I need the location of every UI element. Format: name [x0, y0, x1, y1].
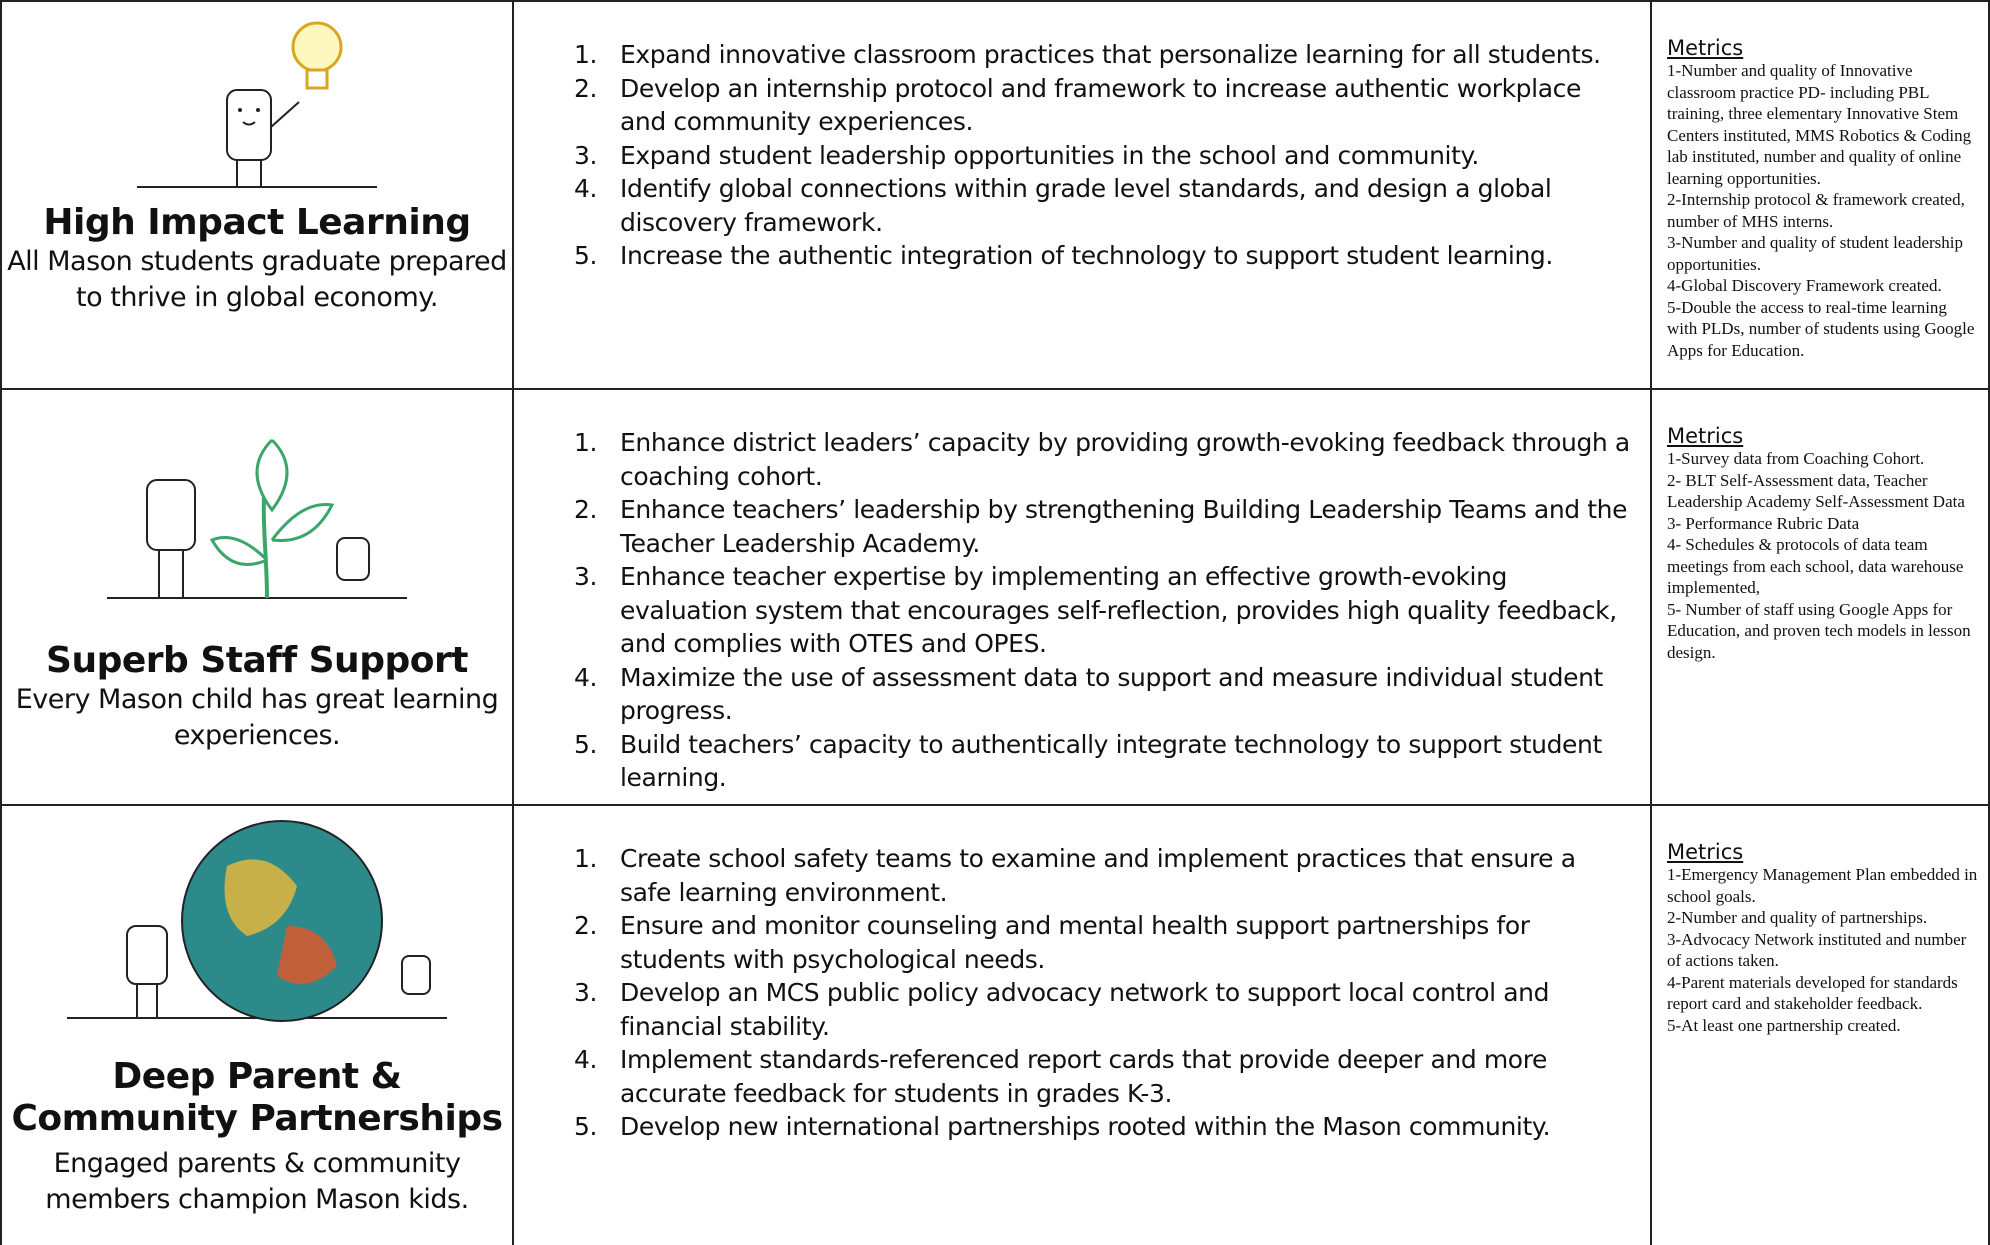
title: Deep Parent & Community Partnerships [11, 1056, 503, 1139]
goal-text: Enhance district leaders’ capacity by pr… [620, 428, 1630, 491]
goals: 1. Expand innovative classroom practices … [514, 2, 1652, 388]
title: Superb Staff Support [46, 640, 468, 681]
goal-item: 4. Implement standards-referenced report … [574, 1043, 1630, 1110]
goal-number: 3. [574, 140, 598, 170]
goal-number: 4. [574, 1045, 598, 1074]
metric-item: 5-Double the access to real-time learnin… [1667, 297, 1975, 360]
row: High Impact Learning All Mason students … [0, 2, 1990, 390]
metric-item: 3-Advocacy Network instituted and number… [1667, 929, 1967, 971]
goal-text: Create school safety teams to examine an… [620, 844, 1576, 907]
metric-item: 3- Performance Rubric Data [1667, 513, 1860, 533]
goal-number: 2. [574, 495, 598, 524]
metric-item: 1-Number and quality of Innovative class… [1667, 61, 1972, 188]
goal-text: Identify global connections within grade… [620, 174, 1552, 237]
metric-item: 4-Parent materials developed for standar… [1667, 972, 1958, 1014]
goal-text: Develop an MCS public policy advocacy ne… [620, 978, 1550, 1041]
goal-text: Ensure and monitor counseling and mental… [620, 911, 1530, 974]
illustration [137, 21, 377, 188]
goal-text: Develop new international partnerships r… [620, 1112, 1551, 1141]
goal-number: 2. [574, 911, 598, 940]
subtitle: All Mason students graduate prepared to … [7, 246, 507, 313]
metrics-heading: Metrics [1667, 840, 1744, 864]
goal-item: 4. Identify global connections within gra… [574, 172, 1630, 239]
goal-item: 3. Enhance teacher expertise by implement… [574, 560, 1630, 661]
goal-item: 4. Maximize the use of assessment data to… [574, 661, 1630, 728]
row: Deep Parent & Community Partnerships Eng… [0, 806, 1990, 1245]
goal-area: Superb Staff Support Every Mason child h… [0, 390, 514, 804]
goal-item: 1. Expand innovative classroom practices … [574, 38, 1630, 72]
goal-text: Expand student leadership opportunities … [620, 140, 1479, 170]
goal-item: 2. Develop an internship protocol and fra… [574, 72, 1630, 139]
goal-text: Enhance teachers’ leadership by strength… [620, 495, 1628, 558]
row: Superb Staff Support Every Mason child h… [0, 390, 1990, 806]
goal-item: 3. Develop an MCS public policy advocacy … [574, 976, 1630, 1043]
goal-number: 4. [574, 174, 598, 203]
metric-item: 4- Schedules & protocols of data team me… [1667, 535, 1964, 597]
illustration [67, 820, 447, 1022]
metrics: Metrics 1-Number and quality of Innovativ… [1652, 2, 1990, 388]
goal-number: 5. [574, 1112, 598, 1141]
metric-item: 1-Survey data from Coaching Cohort. [1667, 449, 1925, 468]
subtitle: Every Mason child has great learning exp… [15, 684, 499, 751]
goal-text: Develop an internship protocol and frame… [620, 73, 1581, 137]
goal-item: 5. Develop new international partnerships… [574, 1110, 1630, 1144]
goal-item: 5. Increase the authentic integration of … [574, 239, 1630, 273]
goal-area: Deep Parent & Community Partnerships Eng… [0, 806, 514, 1245]
goal-item: 5. Build teachers’ capacity to authentica… [574, 728, 1630, 795]
metric-item: 1-Emergency Management Plan embedded in … [1667, 865, 1978, 906]
goal-number: 1. [574, 40, 598, 69]
goal-number: 3. [574, 978, 598, 1007]
metric-item: 2- BLT Self-Assessment data, Teacher Lea… [1667, 470, 1965, 512]
goal-item: 1. Create school safety teams to examine … [574, 842, 1630, 909]
metrics: Metrics 1-Emergency Management Plan embed… [1652, 806, 1990, 1245]
metric-item: 5-At least one partnership created. [1667, 1015, 1901, 1035]
illustration [107, 438, 407, 599]
goal-number: 1. [574, 428, 598, 457]
metric-item: 5- Number of staff using Google Apps for… [1667, 599, 1971, 662]
goal-number: 1. [574, 844, 598, 873]
metric-item: 2-Number and quality of partnerships. [1667, 908, 1928, 927]
goal-number: 3. [574, 562, 598, 591]
metric-item: 4-Global Discovery Framework created. [1667, 276, 1942, 295]
goal-item: 3. Expand student leadership opportunitie… [574, 139, 1630, 173]
goals: 1. Create school safety teams to examine … [514, 806, 1652, 1245]
goal-item: 2. Ensure and monitor counseling and ment… [574, 909, 1630, 976]
goal-text: Increase the authentic integration of te… [620, 241, 1553, 270]
subtitle: Engaged parents & community members cham… [45, 1148, 469, 1215]
goal-number: 5. [574, 241, 598, 270]
metric-item: 2-Internship protocol & framework create… [1667, 190, 1965, 231]
goal-text: Build teachers’ capacity to authenticall… [620, 729, 1602, 793]
goals: 1. Enhance district leaders’ capacity by … [514, 390, 1652, 804]
title: High Impact Learning [43, 202, 471, 243]
goal-number: 2. [574, 73, 598, 103]
metrics-heading: Metrics [1667, 424, 1744, 448]
goal-area: High Impact Learning All Mason students … [0, 2, 514, 388]
goal-text: Maximize the use of assessment data to s… [620, 662, 1603, 726]
goal-text: Expand innovative classroom practices th… [620, 40, 1601, 69]
goal-text: Enhance teacher expertise by implementin… [620, 562, 1617, 658]
goal-number: 4. [574, 662, 598, 692]
goal-item: 1. Enhance district leaders’ capacity by … [574, 426, 1630, 493]
metrics-heading: Metrics [1667, 36, 1744, 60]
metric-item: 3-Number and quality of student leadersh… [1667, 233, 1964, 274]
goal-item: 2. Enhance teachers’ leadership by streng… [574, 493, 1630, 560]
goal-text: Implement standards-referenced report ca… [620, 1045, 1548, 1108]
goal-number: 5. [574, 729, 598, 759]
metrics: Metrics 1-Survey data from Coaching Cohor… [1652, 390, 1990, 804]
